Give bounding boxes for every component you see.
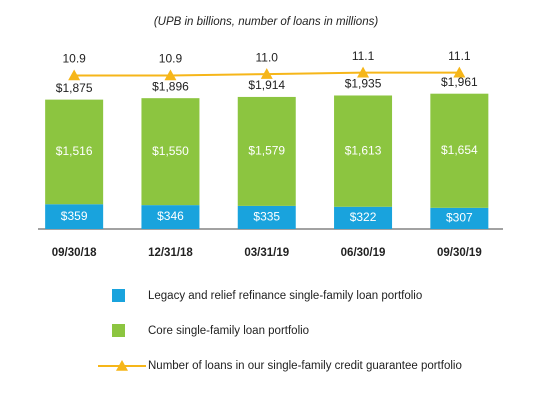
line-marker (357, 66, 370, 78)
bar-segment (45, 99, 104, 205)
value-label: $1,579 (248, 144, 285, 158)
bar-segment (237, 96, 296, 206)
value-label: $359 (61, 209, 88, 223)
line-value-label: 10.9 (159, 52, 183, 66)
line-value-label: 11.0 (256, 50, 279, 64)
total-label: $1,914 (248, 78, 285, 92)
x-tick-label: 03/31/19 (244, 247, 289, 259)
line-value-label: 11.1 (352, 49, 375, 63)
line-value-label: 10.9 (62, 52, 86, 66)
bar-segment (430, 207, 489, 229)
x-tick-label: 09/30/19 (437, 247, 482, 259)
bar-segment (237, 205, 296, 229)
chart-subtitle: (UPB in billions, number of loans in mil… (154, 16, 379, 28)
line-marker (260, 68, 273, 79)
value-label: $322 (350, 210, 377, 224)
bar-segment (45, 204, 104, 229)
value-label: $1,613 (345, 143, 382, 157)
value-label: $1,550 (152, 144, 189, 158)
legend-label: Core single-family loan portfolio (148, 325, 309, 337)
line-marker (453, 66, 466, 78)
value-label: $307 (446, 211, 473, 225)
legend-swatch (112, 289, 125, 302)
value-label: $335 (253, 210, 280, 224)
total-label: $1,875 (56, 81, 93, 95)
bar-segment (141, 205, 200, 229)
total-label: $1,935 (345, 77, 382, 91)
x-tick-label: 09/30/18 (52, 247, 97, 259)
bar-segment (334, 206, 393, 229)
x-tick-label: 12/31/18 (148, 247, 193, 259)
legend-label: Number of loans in our single-family cre… (148, 360, 462, 372)
bar-segment (334, 95, 393, 207)
value-label: $346 (157, 209, 184, 223)
total-label: $1,961 (441, 75, 478, 89)
legend-marker (116, 360, 128, 371)
line-marker (164, 69, 177, 81)
value-label: $1,654 (441, 143, 478, 157)
total-label: $1,896 (152, 79, 189, 93)
bar-segment (430, 93, 489, 208)
x-tick-label: 06/30/19 (341, 247, 386, 259)
value-label: $1,516 (56, 144, 93, 158)
legend-label: Legacy and relief refinance single-famil… (148, 290, 422, 302)
legend-swatch (112, 324, 125, 337)
line-marker (68, 69, 81, 81)
line-value-label: 11.1 (448, 49, 471, 63)
bar-segment (141, 98, 200, 206)
